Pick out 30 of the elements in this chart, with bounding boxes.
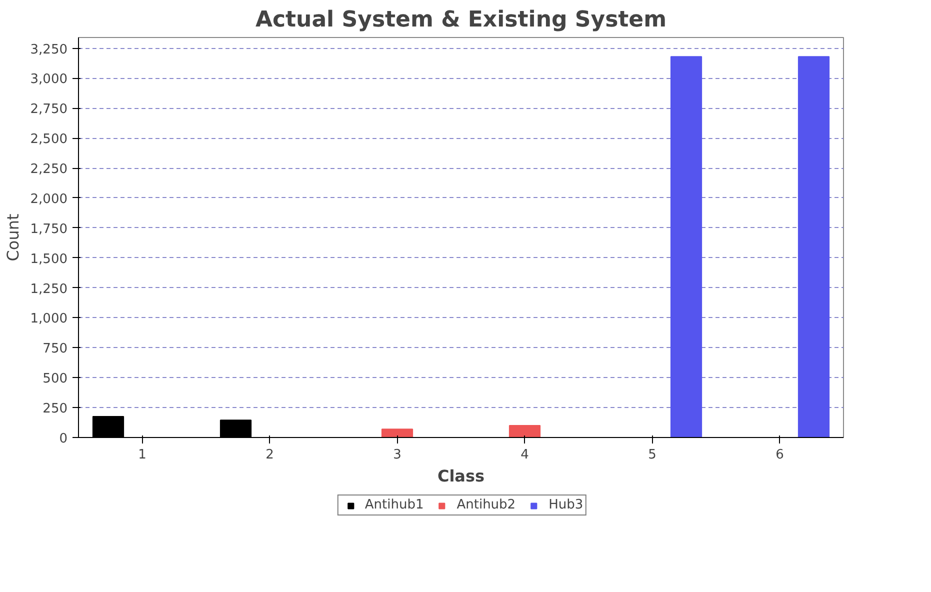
y-tick-label: 500 <box>42 372 68 387</box>
y-tick-label: 2,750 <box>30 102 68 118</box>
y-tick-label: 0 <box>59 432 68 446</box>
x-tick-label: 2 <box>266 448 274 462</box>
y-tick-label: 3,250 <box>30 42 68 58</box>
y-tick-label: 2,250 <box>30 162 68 178</box>
legend-label: Hub3 <box>548 498 584 512</box>
y-tick-label: 1,500 <box>30 252 68 267</box>
legend-label: Antihub2 <box>456 498 516 512</box>
chart-title: Actual System & Existing System <box>255 8 667 32</box>
y-tick-label: 1,000 <box>30 312 68 327</box>
y-tick-label: 250 <box>42 402 68 417</box>
bar <box>798 56 830 438</box>
x-tick-label: 3 <box>393 448 402 462</box>
x-axis-title: Class <box>437 466 485 486</box>
y-tick-label: 2,000 <box>30 192 68 207</box>
bar <box>508 425 541 438</box>
y-tick-label: 1,250 <box>30 282 68 297</box>
y-tick-label: 1,750 <box>30 222 68 237</box>
x-tick-label: 6 <box>776 448 784 462</box>
y-tick-label: 3,000 <box>30 72 68 88</box>
bar <box>381 428 414 438</box>
x-tick-label: 4 <box>520 448 529 462</box>
x-tick-label: 1 <box>138 448 146 462</box>
y-axis-title: Count <box>3 214 22 262</box>
bar <box>670 56 702 438</box>
y-tick-label: 2,500 <box>30 132 68 148</box>
y-tick-label: 750 <box>42 342 68 357</box>
x-tick-label: 5 <box>648 448 656 462</box>
legend-label: Antihub1 <box>364 498 424 512</box>
